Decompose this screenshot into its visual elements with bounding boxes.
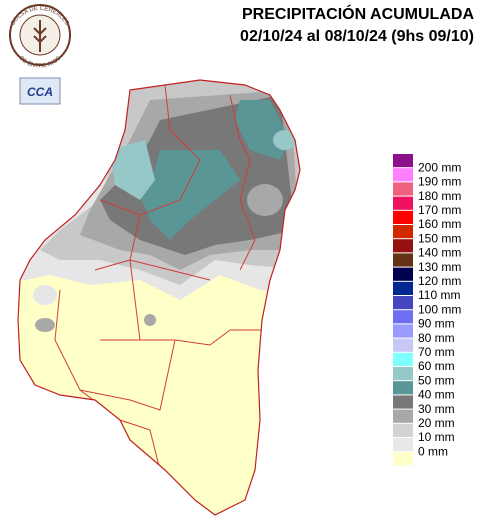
legend-swatch xyxy=(393,281,413,295)
legend-label: 130 mm xyxy=(418,260,461,274)
legend-swatch xyxy=(393,352,413,366)
legend-swatch xyxy=(393,182,413,196)
legend-swatch xyxy=(393,168,413,182)
legend-swatch xyxy=(393,253,413,267)
legend-swatch xyxy=(393,225,413,239)
legend-label: 0 mm xyxy=(418,444,448,458)
legend-label: 20 mm xyxy=(418,416,455,430)
title: PRECIPITACIÓN ACUMULADA xyxy=(242,4,474,23)
logo-badge: CCA xyxy=(27,85,53,99)
legend-label: 200 mm xyxy=(418,160,461,174)
legend-label: 150 mm xyxy=(418,231,461,245)
legend-swatch xyxy=(393,367,413,381)
legend-label: 120 mm xyxy=(418,274,461,288)
legend-label: 180 mm xyxy=(418,189,461,203)
legend-swatch xyxy=(393,267,413,281)
map xyxy=(18,80,300,515)
legend-label: 50 mm xyxy=(418,373,455,387)
legend-swatch xyxy=(393,196,413,210)
legend-label: 10 mm xyxy=(418,430,455,444)
legend-swatch xyxy=(393,381,413,395)
legend-label: 70 mm xyxy=(418,345,455,359)
legend-swatch xyxy=(393,423,413,437)
logo: BOLSA DE CEREALES DE ENTRE RIOS CCA xyxy=(9,4,71,105)
legend-label: 190 mm xyxy=(418,175,461,189)
legend-swatch xyxy=(393,210,413,224)
legend-label: 170 mm xyxy=(418,203,461,217)
legend-label: 90 mm xyxy=(418,317,455,331)
legend-swatch xyxy=(393,296,413,310)
legend-swatch xyxy=(393,239,413,253)
legend-label: 80 mm xyxy=(418,331,455,345)
legend-swatch xyxy=(393,154,413,168)
legend-swatch xyxy=(393,452,413,466)
legend-swatch xyxy=(393,438,413,452)
legend-label: 60 mm xyxy=(418,359,455,373)
legend-label: 110 mm xyxy=(418,288,460,302)
legend-label: 140 mm xyxy=(418,246,461,260)
legend-label: 160 mm xyxy=(418,217,461,231)
legend-label: 100 mm xyxy=(418,302,461,316)
legend-swatch xyxy=(393,409,413,423)
legend-swatch xyxy=(393,324,413,338)
legend-label: 30 mm xyxy=(418,402,455,416)
legend-swatch xyxy=(393,338,413,352)
legend-label: 40 mm xyxy=(418,388,455,402)
legend-swatch xyxy=(393,310,413,324)
subtitle: 02/10/24 al 08/10/24 (9hs 09/10) xyxy=(240,28,474,45)
legend-swatch xyxy=(393,395,413,409)
